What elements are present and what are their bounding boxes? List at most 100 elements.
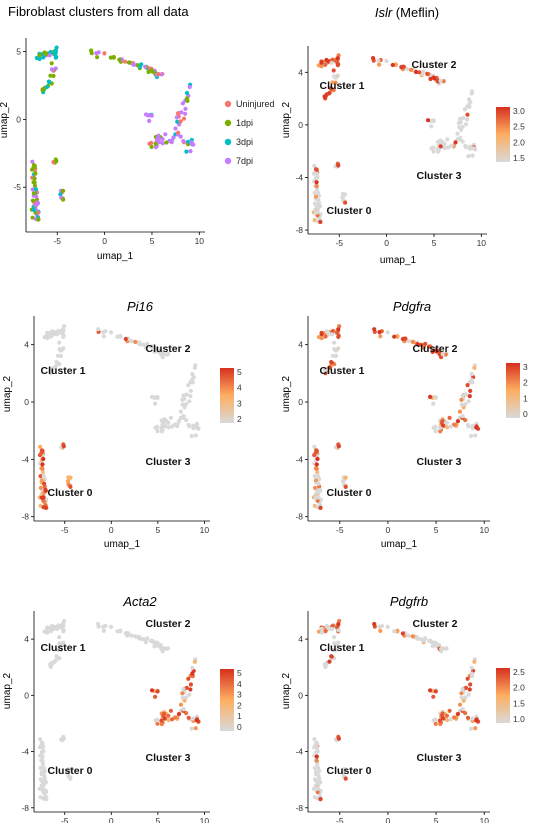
cell-point <box>166 425 171 430</box>
cell-point <box>333 648 339 653</box>
cell-point <box>160 137 165 142</box>
cell-point <box>473 433 478 438</box>
cell-point <box>54 54 59 59</box>
cell-point <box>191 423 196 428</box>
cell-point <box>153 401 158 406</box>
cell-point <box>465 112 470 117</box>
cell-point <box>312 485 318 490</box>
cell-point <box>425 71 430 76</box>
cell-point <box>149 638 154 644</box>
cell-point <box>159 425 164 430</box>
cell-point <box>318 219 323 225</box>
cluster-label: Cluster 2 <box>412 59 457 71</box>
x-tick-label: -5 <box>61 525 69 535</box>
cell-point <box>30 187 35 192</box>
colorscale-tick-label: 1 <box>237 711 242 721</box>
legend-entry: 1dpi <box>236 118 253 128</box>
cell-point <box>183 111 188 116</box>
cell-point <box>314 167 319 172</box>
cell-point <box>32 163 37 168</box>
cell-point <box>460 687 465 692</box>
cell-point <box>319 332 324 337</box>
x-tick-label: 10 <box>195 236 205 246</box>
colorscale-tick-label: 3 <box>237 398 242 408</box>
cell-point <box>315 456 320 461</box>
cell-point <box>442 141 447 147</box>
x-tick-label: 10 <box>479 816 489 823</box>
gene-alias: (Meflin) <box>392 5 439 20</box>
cell-point <box>51 73 56 78</box>
cell-point <box>41 765 46 771</box>
colorscale-tick-label: 1.0 <box>513 714 525 724</box>
cell-point <box>372 327 377 332</box>
cell-point <box>465 715 471 720</box>
cell-point <box>458 135 463 140</box>
cell-point <box>65 770 70 776</box>
cell-point <box>30 215 35 220</box>
cell-point <box>149 394 155 399</box>
cell-point <box>162 418 167 423</box>
cell-point <box>472 365 477 370</box>
cluster-label: Cluster 0 <box>48 487 93 499</box>
cell-point <box>444 420 449 425</box>
cell-point <box>313 210 318 215</box>
y-tick-label: -4 <box>21 747 29 757</box>
cell-point <box>156 72 161 77</box>
cell-point <box>178 702 184 707</box>
cell-point <box>434 643 439 648</box>
cell-point <box>38 765 43 771</box>
cell-point <box>33 187 39 192</box>
cell-point <box>331 74 336 79</box>
cell-point <box>322 94 327 99</box>
cell-point <box>117 57 122 62</box>
cell-point <box>332 641 337 646</box>
cell-point <box>323 62 328 67</box>
cell-point <box>399 65 404 70</box>
panel-title: Pi16 <box>127 299 154 314</box>
cluster-label: Cluster 2 <box>413 343 458 355</box>
cell-point <box>149 688 155 693</box>
cell-point <box>94 51 99 56</box>
cell-point <box>329 360 334 365</box>
cell-point <box>463 122 469 127</box>
cell-point <box>323 334 328 339</box>
cell-point <box>460 124 465 129</box>
y-tick-label: 4 <box>24 634 29 644</box>
cell-point <box>469 671 474 676</box>
cell-point <box>187 692 192 697</box>
cell-point <box>318 488 323 493</box>
y-tick-label: 0 <box>298 397 303 407</box>
cell-point <box>150 69 155 74</box>
cell-point <box>61 188 66 193</box>
gene-name: Pdgfra <box>393 299 431 314</box>
cell-point <box>175 111 181 116</box>
cell-point <box>447 708 452 713</box>
cell-point <box>118 334 123 339</box>
cell-point <box>312 444 317 449</box>
cell-point <box>319 626 324 631</box>
cell-point <box>61 622 66 627</box>
cell-point <box>440 418 445 423</box>
cell-point <box>378 628 383 634</box>
x-tick-label: 5 <box>155 816 160 823</box>
gene-name: Acta2 <box>122 594 157 609</box>
cell-point <box>162 646 167 651</box>
cell-point <box>377 62 382 67</box>
cluster-label: Cluster 3 <box>146 752 191 764</box>
colorscale-bar <box>506 363 520 418</box>
cell-point <box>332 635 337 640</box>
cell-point <box>434 349 439 354</box>
cell-point <box>184 90 190 96</box>
cell-points <box>29 45 196 222</box>
cell-point <box>39 787 44 792</box>
x-tick-label: -5 <box>335 238 343 248</box>
cell-point <box>471 146 476 151</box>
cell-point <box>313 495 319 500</box>
cell-point <box>324 57 329 63</box>
cell-point <box>162 716 167 721</box>
cell-point <box>457 702 463 707</box>
cell-point <box>405 66 410 72</box>
cell-point <box>53 48 58 53</box>
cell-point <box>178 409 184 414</box>
y-tick-label: -8 <box>295 512 303 522</box>
